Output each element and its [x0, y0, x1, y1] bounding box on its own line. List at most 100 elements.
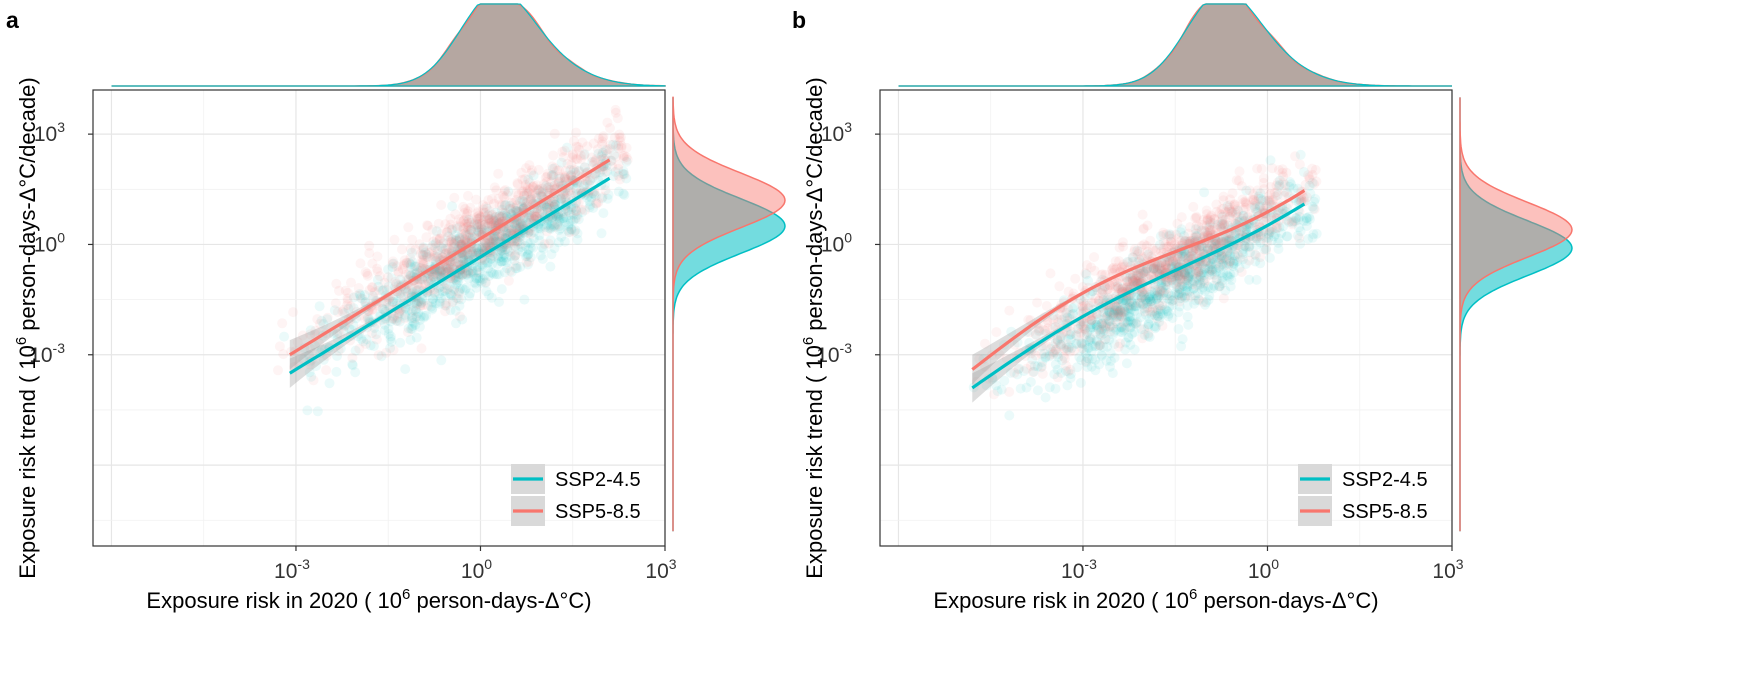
scatter-point — [1250, 198, 1261, 209]
scatter-point — [568, 209, 579, 220]
scatter-point — [517, 201, 528, 212]
scatter-point — [1129, 246, 1140, 257]
scatter-point — [563, 207, 574, 218]
scatter-point — [1214, 262, 1224, 273]
scatter-point — [297, 330, 308, 341]
scatter-point — [446, 290, 457, 301]
scatter-point — [347, 352, 358, 363]
scatter-point — [1112, 304, 1123, 315]
scatter-point — [1235, 253, 1246, 263]
scatter-point — [471, 267, 482, 278]
scatter-point — [614, 174, 625, 185]
scatter-point — [1301, 221, 1312, 231]
scatter-point — [1121, 316, 1132, 327]
scatter-point — [540, 222, 551, 233]
scatter-point — [364, 248, 375, 259]
scatter-point — [1175, 288, 1186, 299]
scatter-point — [1244, 185, 1255, 196]
scatter-point — [1221, 259, 1232, 270]
scatter-point — [348, 292, 359, 303]
scatter-point — [466, 224, 477, 235]
scatter-point — [1173, 271, 1184, 281]
scatter-point — [1187, 245, 1198, 256]
scatter-point — [463, 267, 474, 278]
scatter-point — [609, 149, 620, 160]
scatter-point — [1094, 324, 1104, 335]
scatter-point — [406, 306, 417, 317]
scatter-point — [1105, 316, 1116, 327]
scatter-point — [1176, 224, 1187, 235]
scatter-point — [1217, 275, 1228, 286]
scatter-point — [1211, 266, 1222, 277]
scatter-point — [1183, 273, 1194, 284]
scatter-point — [504, 225, 515, 236]
scatter-point — [1234, 226, 1245, 237]
scatter-point — [548, 196, 559, 207]
scatter-point — [462, 208, 473, 219]
scatter-point — [1063, 334, 1073, 344]
scatter-point — [1225, 281, 1236, 292]
scatter-point — [457, 250, 468, 261]
y-tick-base: 10 — [34, 233, 57, 256]
scatter-point — [1052, 364, 1063, 375]
scatter-point — [525, 229, 536, 240]
scatter-point — [388, 311, 399, 322]
scatter-point — [617, 169, 628, 180]
scatter-point — [1171, 289, 1182, 300]
scatter-point — [1216, 237, 1227, 248]
scatter-point — [374, 271, 385, 282]
scatter-point — [1144, 332, 1155, 343]
scatter-point — [1098, 328, 1109, 339]
scatter-point — [525, 194, 536, 205]
scatter-point — [563, 186, 574, 197]
scatter-point — [1057, 355, 1068, 366]
scatter-point — [616, 142, 627, 153]
scatter-point — [429, 271, 439, 282]
scatter-point — [616, 140, 627, 151]
scatter-point — [410, 304, 421, 315]
scatter-point — [339, 308, 350, 319]
scatter-point — [1154, 312, 1165, 323]
scatter-point — [450, 274, 461, 285]
scatter-point — [451, 221, 462, 232]
scatter-point — [1245, 247, 1255, 258]
scatter-point — [414, 296, 425, 307]
scatter-point — [1223, 246, 1234, 257]
scatter-point — [511, 219, 522, 230]
scatter-point — [471, 248, 482, 259]
scatter-point — [1198, 297, 1209, 307]
scatter-point — [1158, 308, 1168, 319]
scatter-point — [1182, 311, 1193, 322]
scatter-point — [513, 236, 524, 247]
scatter-point — [492, 259, 503, 270]
scatter-point — [1153, 311, 1164, 322]
scatter-point — [1240, 202, 1251, 213]
scatter-point — [1209, 280, 1219, 291]
scatter-point — [1196, 225, 1207, 236]
scatter-point — [1191, 272, 1202, 283]
scatter-point — [1152, 267, 1163, 278]
scatter-point — [1273, 244, 1284, 254]
scatter-point — [537, 206, 548, 217]
scatter-point — [561, 190, 572, 201]
scatter-point — [1207, 266, 1218, 277]
scatter-point — [448, 239, 459, 250]
y-marginal-density — [672, 96, 786, 532]
scatter-point — [1076, 338, 1087, 349]
scatter-point — [1251, 233, 1262, 244]
scatter-point — [489, 218, 500, 229]
scatter-point — [416, 298, 427, 308]
scatter-point — [580, 175, 591, 186]
scatter-point — [457, 229, 468, 240]
scatter-point — [578, 181, 589, 192]
scatter-point — [438, 238, 449, 249]
scatter-point — [416, 297, 427, 308]
scatter-point — [1177, 334, 1188, 345]
scatter-point — [1176, 271, 1187, 282]
scatter-point — [390, 276, 401, 287]
scatter-point — [483, 271, 494, 282]
scatter-point — [481, 238, 492, 249]
scatter-point — [565, 170, 576, 181]
scatter-point — [600, 145, 611, 156]
scatter-point — [1258, 215, 1269, 226]
